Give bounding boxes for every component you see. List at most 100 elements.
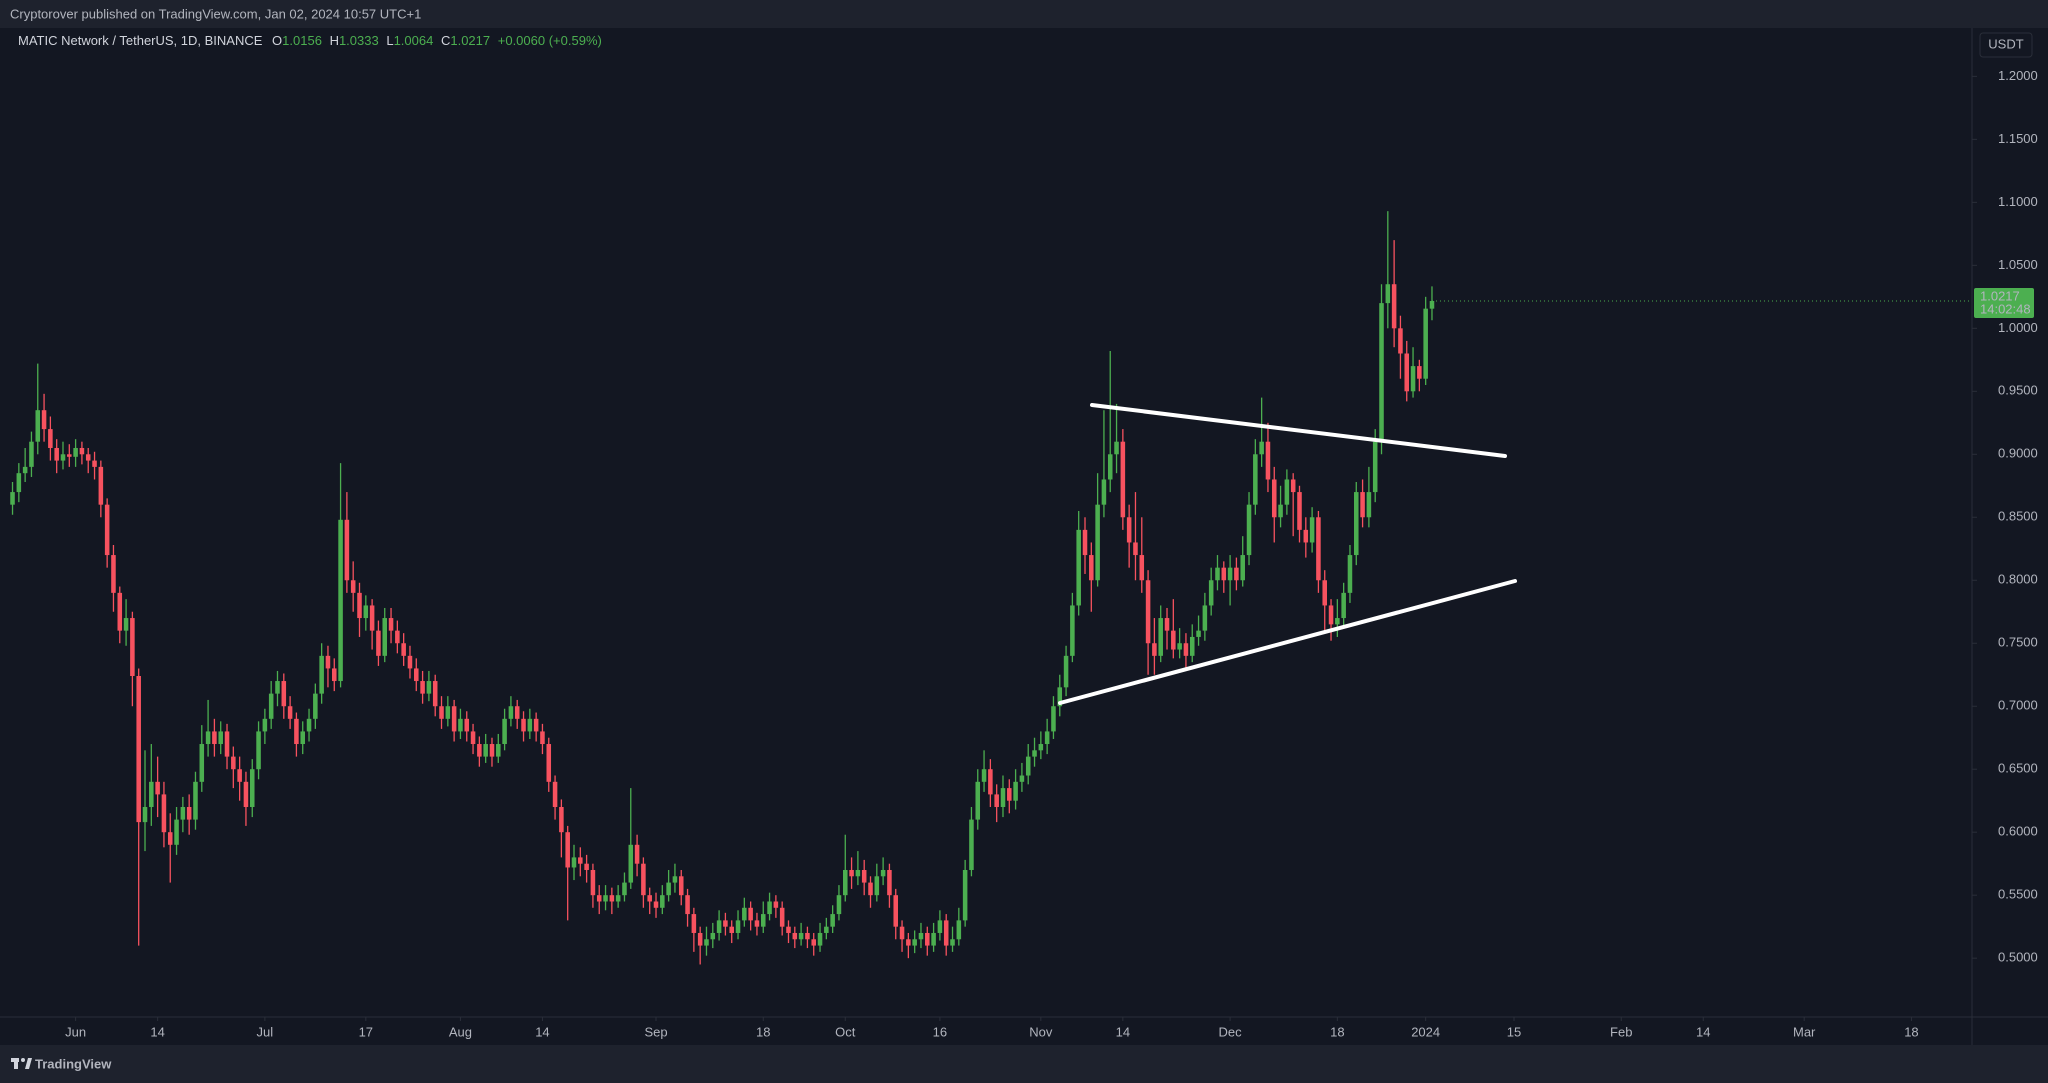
candle-body bbox=[218, 731, 223, 745]
last-price-box bbox=[1974, 287, 2034, 318]
candle-body bbox=[79, 447, 85, 455]
candle-body bbox=[1089, 555, 1094, 581]
trendline[interactable] bbox=[1058, 579, 1517, 705]
candle-body bbox=[193, 781, 198, 820]
candle-body bbox=[723, 920, 728, 927]
candle-body bbox=[1335, 618, 1340, 625]
candle-body bbox=[294, 718, 299, 745]
candle-body bbox=[678, 876, 684, 896]
candle-body bbox=[773, 901, 779, 908]
plot-area bbox=[10, 211, 1972, 965]
candle-body bbox=[186, 807, 192, 820]
candle-body bbox=[231, 756, 236, 770]
candle-body bbox=[1114, 441, 1119, 455]
candle-body bbox=[1221, 567, 1227, 581]
candle-body bbox=[174, 819, 179, 845]
candle-body bbox=[628, 844, 634, 883]
candle-body bbox=[426, 681, 432, 694]
candle-body bbox=[1202, 605, 1208, 631]
candle-body bbox=[1070, 605, 1075, 656]
candle-body bbox=[653, 901, 659, 908]
candle-body bbox=[395, 630, 400, 644]
candle-body bbox=[104, 504, 110, 556]
candle-body bbox=[167, 832, 173, 845]
candle-body bbox=[287, 706, 293, 719]
candle-body bbox=[1215, 567, 1220, 581]
candle-body bbox=[1391, 284, 1397, 329]
candle-body bbox=[1107, 454, 1113, 480]
candle-body bbox=[792, 932, 798, 940]
candle-body bbox=[1082, 529, 1088, 556]
candle-body bbox=[22, 466, 28, 474]
candle-body bbox=[666, 882, 671, 896]
candle-body bbox=[805, 932, 810, 940]
candle-body bbox=[1265, 441, 1271, 480]
y-tick-label: 0.7500 bbox=[1998, 635, 2038, 650]
candle-body bbox=[1044, 731, 1050, 745]
x-tick-label: Feb bbox=[1610, 1024, 1632, 1039]
candle-body bbox=[1032, 750, 1037, 757]
candle-body bbox=[609, 895, 615, 902]
candle-body bbox=[281, 681, 287, 707]
candle-body bbox=[842, 869, 848, 896]
candle-body bbox=[735, 920, 741, 933]
candle-body bbox=[420, 681, 425, 694]
candle-body bbox=[1007, 788, 1012, 801]
candle-body bbox=[1051, 706, 1056, 732]
candle-body bbox=[716, 920, 722, 933]
currency-box[interactable] bbox=[1979, 32, 2033, 58]
candle-body bbox=[691, 914, 697, 933]
candle-body bbox=[432, 681, 438, 707]
candle-body bbox=[868, 882, 873, 896]
candle-body bbox=[1240, 555, 1245, 581]
candle-body bbox=[136, 675, 141, 823]
trendline[interactable] bbox=[1090, 403, 1507, 458]
y-tick-label: 1.0000 bbox=[1998, 320, 2038, 335]
symbol-name: MATIC Network / TetherUS, 1D, BINANCE bbox=[18, 33, 263, 48]
candle-body bbox=[622, 882, 627, 896]
candle-body bbox=[407, 655, 413, 669]
candle-body bbox=[54, 447, 59, 461]
candle-body bbox=[149, 781, 154, 808]
candle-body bbox=[1322, 580, 1328, 606]
y-tick-label: 0.6000 bbox=[1998, 824, 2038, 839]
last-price-label: 1.0217 bbox=[1980, 288, 2020, 303]
candle-body bbox=[874, 876, 880, 896]
candle-body bbox=[760, 914, 766, 927]
candle-body bbox=[29, 441, 34, 467]
candle-body bbox=[1429, 300, 1435, 309]
footer-bar bbox=[0, 1045, 2048, 1083]
candle-body bbox=[578, 857, 583, 864]
ohlc-key: C bbox=[441, 33, 450, 48]
symbol-legend: MATIC Network / TetherUS, 1D, BINANCE O1… bbox=[18, 33, 602, 48]
candle-body bbox=[1290, 479, 1296, 493]
candle-body bbox=[603, 895, 608, 902]
candle-body bbox=[937, 920, 943, 933]
candle-body bbox=[35, 410, 41, 442]
candle-body bbox=[508, 706, 514, 719]
candle-body bbox=[331, 668, 337, 682]
candle-body bbox=[969, 819, 974, 870]
candle-body bbox=[382, 618, 388, 656]
candle-body bbox=[1366, 492, 1372, 518]
candle-body bbox=[1057, 687, 1063, 707]
candle-body bbox=[634, 844, 640, 864]
candle-body bbox=[451, 706, 457, 732]
candle-body bbox=[205, 731, 211, 745]
candle-body bbox=[710, 932, 716, 940]
candle-body bbox=[672, 876, 678, 883]
candle-body bbox=[445, 706, 451, 719]
x-tick-label: Aug bbox=[449, 1024, 472, 1039]
candle-body bbox=[1372, 441, 1378, 493]
ohlc-value: 1.0333 bbox=[339, 33, 379, 48]
x-tick-label: Oct bbox=[835, 1024, 856, 1039]
candle-body bbox=[388, 618, 394, 631]
candle-body bbox=[1177, 643, 1182, 650]
candle-body bbox=[1259, 441, 1264, 455]
y-tick-label: 0.6500 bbox=[1998, 761, 2038, 776]
y-tick-label: 0.8500 bbox=[1998, 509, 2038, 524]
y-tick-label: 0.9500 bbox=[1998, 383, 2038, 398]
candle-body bbox=[98, 466, 104, 505]
candle-body bbox=[546, 744, 552, 782]
